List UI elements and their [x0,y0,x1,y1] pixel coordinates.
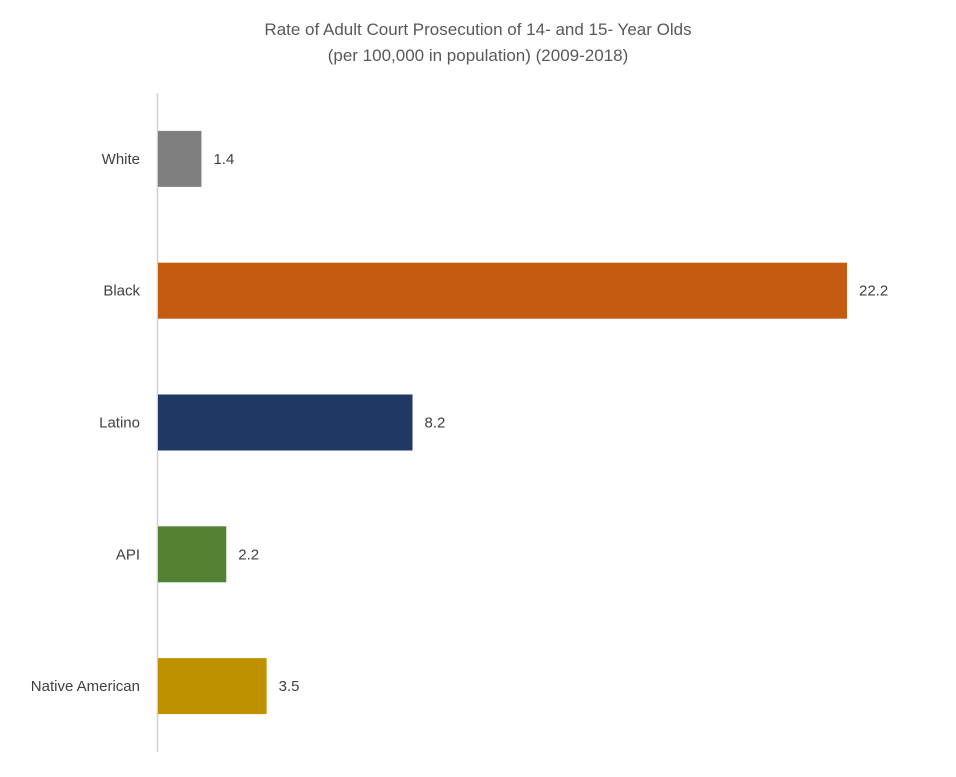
data-label: 22.2 [859,283,888,300]
bar-white [158,130,202,187]
bar-api [158,526,227,583]
data-label: 1.4 [213,151,234,168]
category-label: Latino [99,415,140,432]
category-label: Native American [31,678,140,695]
chart-title-line-2: (per 100,000 in population) (2009-2018) [328,46,629,65]
category-label: Black [103,283,140,300]
data-label: 2.2 [238,546,259,563]
category-label: White [102,151,140,168]
category-label: API [116,546,140,563]
chart-title-line-1: Rate of Adult Court Prosecution of 14- a… [264,20,691,39]
bar-black [158,262,847,319]
bar-native-american [158,658,267,715]
bar-latino [158,394,413,451]
data-label: 8.2 [424,415,445,432]
data-label: 3.5 [279,678,300,695]
